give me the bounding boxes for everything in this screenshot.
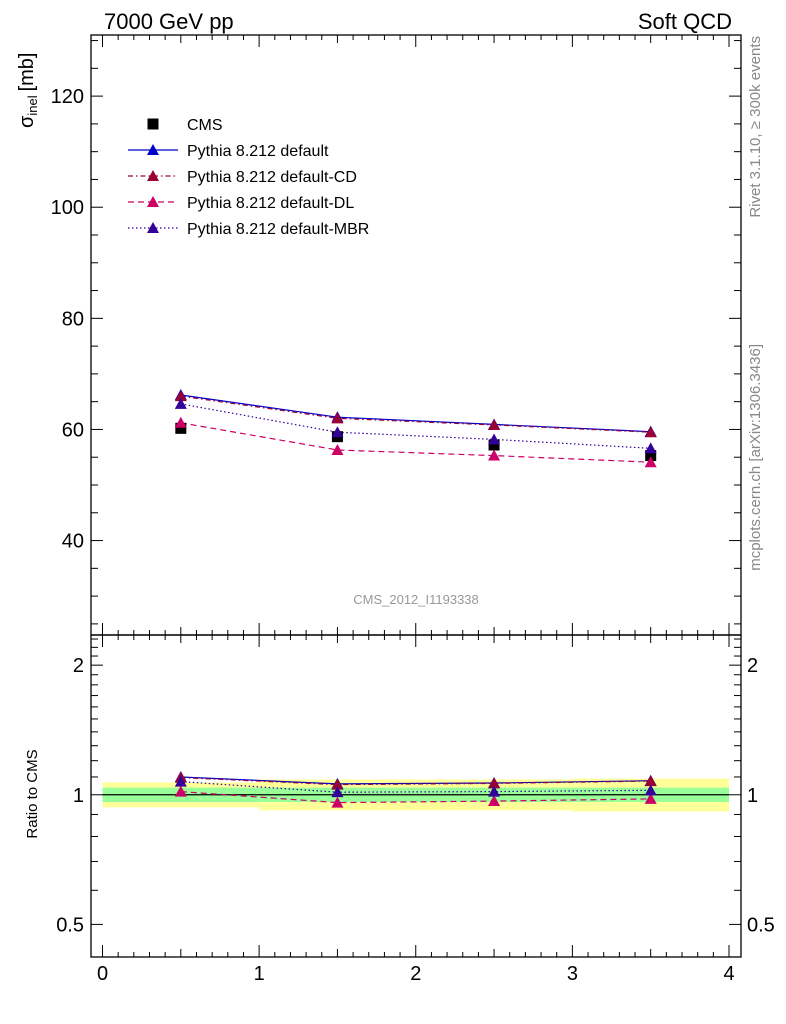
ratio-xtick-label: 2: [410, 963, 421, 985]
side-label-rivet: Rivet 3.1.10, ≥ 300k events: [747, 36, 764, 218]
main-ylabel-symbol: σ: [16, 115, 38, 128]
legend-marker: [147, 170, 159, 181]
main-ylabel-sub: inel: [25, 95, 40, 115]
side-label-site: mcplots.cern.ch [arXiv:1306.3436]: [747, 344, 764, 571]
ratio-ylabel: Ratio to CMS: [24, 749, 41, 838]
series-line: [180, 403, 651, 449]
cms-data-point: [645, 450, 657, 462]
series-marker: [644, 442, 657, 454]
ratio-series-marker: [644, 792, 657, 804]
ratio-ytick-label-right: 1: [747, 785, 758, 807]
main-ytick-label: 60: [62, 419, 84, 441]
ratio-xtick-label: 0: [97, 963, 108, 985]
ratio-ytick-label-left: 2: [73, 655, 84, 677]
ratio-series-marker: [644, 784, 657, 796]
ratio-series-line: [180, 777, 651, 786]
main-ylabel-unit: [mb]: [16, 53, 38, 92]
ratio-series-marker: [488, 785, 501, 797]
main-ytick-label: 120: [51, 86, 84, 108]
watermark: CMS_2012_I1193338: [353, 592, 479, 607]
legend-label: Pythia 8.212 default: [187, 143, 329, 160]
legend-label: Pythia 8.212 default-MBR: [187, 221, 369, 238]
ratio-series-marker: [174, 775, 187, 787]
series-line: [180, 394, 651, 433]
series-marker: [488, 433, 501, 445]
series-line: [180, 395, 651, 433]
cms-data-point: [175, 422, 187, 434]
series-marker: [174, 397, 187, 409]
ratio-ytick-label-right: 2: [747, 655, 758, 677]
series-marker: [174, 416, 187, 428]
ratio-series-line: [180, 791, 651, 804]
series-marker: [331, 426, 344, 438]
cms-data-point: [488, 439, 500, 451]
header-left: 7000 GeV pp: [104, 9, 234, 34]
main-panel: 40 60 80 100 120: [51, 34, 742, 636]
series-line: [180, 422, 651, 463]
ratio-panel: 0.5 0.5 1 1 2 2 0 1 2 3 4: [56, 634, 775, 985]
ratio-ytick-label-left: 0.5: [56, 914, 84, 936]
ratio-series-marker: [174, 785, 187, 797]
legend-marker: [147, 196, 159, 207]
ratio-series-marker: [331, 778, 344, 790]
ratio-series-marker: [331, 786, 344, 798]
ratio-series-marker: [488, 795, 501, 807]
legend-marker: [147, 222, 159, 233]
ratio-xtick-label: 3: [567, 963, 578, 985]
main-ytick-label: 100: [51, 197, 84, 219]
series-marker: [488, 449, 501, 461]
ratio-series-marker: [331, 796, 344, 808]
legend-label: Pythia 8.212 default-CD: [187, 169, 357, 186]
legend-marker-cms: [147, 118, 159, 130]
series-marker: [488, 419, 501, 430]
ratio-ytick-label-right: 0.5: [747, 914, 775, 936]
series-marker: [644, 426, 657, 438]
ratio-series-marker: [488, 777, 501, 789]
series-marker: [174, 390, 187, 402]
legend-label: CMS: [187, 117, 223, 134]
main-ytick-label: 80: [62, 308, 84, 330]
ratio-xtick-label: 1: [254, 963, 265, 985]
ratio-series-marker: [644, 775, 657, 787]
main-ytick-label: 40: [62, 531, 84, 553]
header-right: Soft QCD: [638, 9, 732, 34]
main-ylabel: σinel [mb]: [16, 53, 40, 129]
legend: CMS Pythia 8.212 default Pythia 8.212 defa…: [128, 117, 369, 238]
legend-marker: [147, 144, 159, 155]
series-marker: [331, 444, 344, 455]
series-marker: [644, 456, 657, 468]
ratio-xtick-label: 4: [723, 963, 734, 985]
ratio-ytick-label-left: 1: [73, 785, 84, 807]
legend-label: Pythia 8.212 default-DL: [187, 195, 354, 212]
series-marker: [331, 412, 344, 424]
